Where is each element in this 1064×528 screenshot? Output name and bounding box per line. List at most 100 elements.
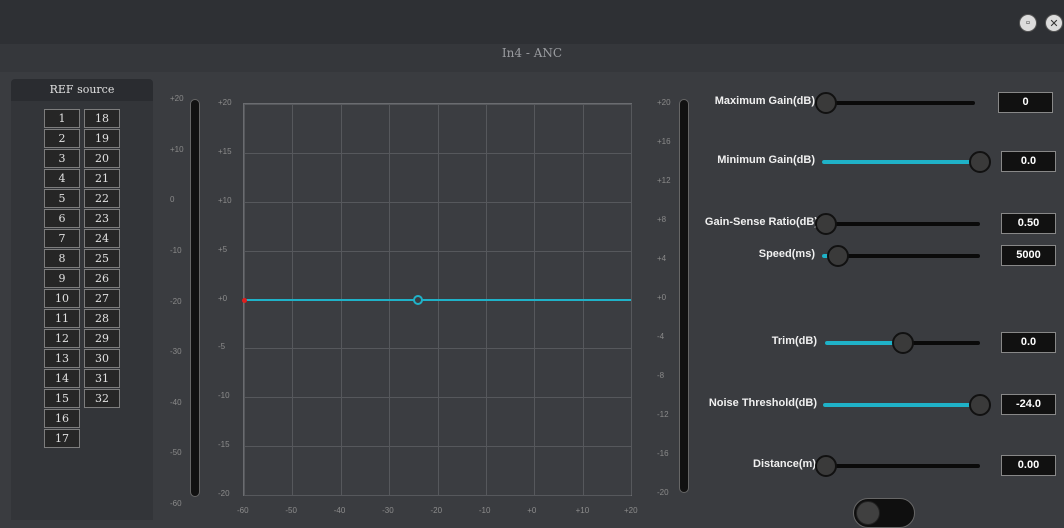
y-tick-label: -20	[218, 489, 230, 498]
grid-line-horizontal	[244, 446, 631, 448]
left_scale-tick: -10	[170, 245, 182, 255]
maximum-gain-db-slider-knob[interactable]	[815, 92, 837, 114]
ref-source-channel-3[interactable]: 3	[44, 149, 80, 168]
ref-source-channel-21[interactable]: 21	[84, 169, 120, 188]
grid-line-horizontal	[244, 152, 631, 154]
ref-source-title: REF source	[11, 79, 153, 101]
maximum-gain-db-slider[interactable]	[826, 101, 975, 105]
trim-db-slider-fill	[825, 341, 903, 345]
left_scale-tick: +20	[170, 94, 184, 103]
distance-m-value-input[interactable]: 0.00	[1001, 455, 1056, 476]
input-level-meter	[190, 99, 200, 497]
x-tick-label: +0	[527, 506, 537, 515]
ref-source-channel-19[interactable]: 19	[84, 129, 120, 148]
background-toolbar	[0, 0, 1064, 44]
left_scale-tick: -30	[170, 347, 182, 357]
right_scale-tick: +8	[657, 215, 667, 224]
ref-source-channel-14[interactable]: 14	[44, 369, 80, 388]
dialog-title: In4 - ANC	[501, 46, 563, 60]
ref-source-channel-26[interactable]: 26	[84, 269, 120, 288]
ref-source-channel-27[interactable]: 27	[84, 289, 120, 308]
gain-sense-ratio-db-slider-knob[interactable]	[815, 213, 837, 235]
minimum-gain-db-label: Minimum Gain(dB)	[717, 154, 815, 166]
noise-threshold-db-slider-knob[interactable]	[969, 394, 991, 416]
noise-threshold-db-slider[interactable]	[823, 403, 980, 407]
grid-line-horizontal	[244, 250, 631, 252]
anc-transfer-graph[interactable]	[242, 103, 632, 496]
ref-source-channel-25[interactable]: 25	[84, 249, 120, 268]
ref-source-channel-8[interactable]: 8	[44, 249, 80, 268]
speed-ms-value-input[interactable]: 5000	[1001, 245, 1056, 266]
toggle-knob[interactable]	[856, 501, 880, 525]
right_scale-tick: +16	[657, 137, 671, 146]
threshold-node-handle[interactable]	[413, 294, 424, 305]
trim-db-slider-knob[interactable]	[891, 332, 914, 354]
x-tick-label: +10	[575, 506, 590, 515]
ref-source-channel-12[interactable]: 12	[44, 329, 80, 348]
ref-source-channel-23[interactable]: 23	[84, 209, 120, 228]
maximum-gain-db-label: Maximum Gain(dB)	[714, 95, 815, 107]
ref-source-channel-17[interactable]: 17	[44, 429, 80, 448]
grid-line-horizontal	[244, 397, 631, 399]
gain-sense-ratio-db-slider[interactable]	[826, 222, 980, 226]
trim-db-value-input[interactable]: 0.0	[1001, 332, 1056, 353]
minimum-gain-db-value-input[interactable]: 0.0	[1001, 151, 1056, 172]
distance-m-slider[interactable]	[826, 464, 980, 468]
ref-source-channel-32[interactable]: 32	[84, 389, 120, 408]
y-tick-label: -10	[218, 391, 230, 401]
left_scale-tick: -40	[170, 397, 182, 407]
ref-source-channel-16[interactable]: 16	[44, 409, 80, 428]
ref-source-channel-9[interactable]: 9	[44, 269, 80, 288]
grid-line-horizontal	[244, 495, 631, 496]
x-tick-label: -50	[285, 506, 297, 515]
ref-source-channel-30[interactable]: 30	[84, 349, 120, 368]
x-tick-label: -10	[478, 506, 491, 515]
ref-source-channel-24[interactable]: 24	[84, 229, 120, 248]
grid-line-vertical	[631, 104, 632, 495]
ref-source-channel-5[interactable]: 5	[44, 189, 80, 208]
distance-m-label: Distance(m)	[753, 458, 816, 470]
right_scale-tick: -20	[657, 488, 669, 497]
ref-source-channel-10[interactable]: 10	[44, 289, 80, 308]
close-icon[interactable]: ✕	[1045, 14, 1063, 32]
distance-m-slider-knob[interactable]	[815, 455, 837, 477]
x-tick-label: -30	[382, 506, 394, 515]
ref-source-channel-22[interactable]: 22	[84, 189, 120, 208]
ref-source-channel-20[interactable]: 20	[84, 149, 120, 168]
restore-icon[interactable]: ▫	[1019, 14, 1037, 32]
minimum-gain-db-slider-knob[interactable]	[969, 151, 991, 173]
gain-curve-line	[244, 298, 631, 301]
y-tick-label: +15	[218, 146, 232, 156]
ref-source-channel-4[interactable]: 4	[44, 169, 80, 188]
x-tick-label: -60	[237, 506, 249, 515]
grid-line-horizontal	[244, 201, 631, 203]
y-tick-label: +20	[218, 98, 232, 107]
y-tick-label: +5	[218, 244, 228, 254]
anc-enable-toggle[interactable]	[853, 498, 915, 528]
ref-source-channel-15[interactable]: 15	[44, 389, 80, 408]
ref-source-channel-18[interactable]: 18	[84, 109, 120, 128]
ref-source-channel-7[interactable]: 7	[44, 229, 80, 248]
speed-ms-slider-knob[interactable]	[826, 245, 849, 267]
ref-source-channel-1[interactable]: 1	[44, 109, 80, 128]
left_scale-tick: 0	[170, 195, 175, 205]
ref-source-channel-29[interactable]: 29	[84, 329, 120, 348]
right_scale-tick: -12	[657, 410, 669, 419]
ref-source-channel-31[interactable]: 31	[84, 369, 120, 388]
left_scale-tick: +10	[170, 144, 184, 154]
right_scale-tick: +4	[657, 254, 667, 263]
ref-source-panel: 1 2 3 4 5 6 7 8 9 10 11 12 13 14 15 16 17 18 19 20 21 22 23 24 2…	[11, 101, 153, 520]
x-tick-label: -40	[333, 506, 346, 515]
maximum-gain-db-value-input[interactable]: 0	[998, 92, 1053, 113]
ref-source-channel-11[interactable]: 11	[44, 309, 80, 328]
gain-sense-ratio-db-value-input[interactable]: 0.50	[1001, 213, 1056, 234]
minimum-gain-db-slider[interactable]	[822, 160, 980, 164]
left_scale-tick: -60	[170, 499, 182, 508]
ref-source-channel-6[interactable]: 6	[44, 209, 80, 228]
right_scale-tick: +0	[657, 293, 667, 302]
noise-threshold-db-value-input[interactable]: -24.0	[1001, 394, 1056, 415]
right_scale-tick: -8	[657, 371, 665, 380]
ref-source-channel-28[interactable]: 28	[84, 309, 120, 328]
ref-source-channel-13[interactable]: 13	[44, 349, 80, 368]
ref-source-channel-2[interactable]: 2	[44, 129, 80, 148]
